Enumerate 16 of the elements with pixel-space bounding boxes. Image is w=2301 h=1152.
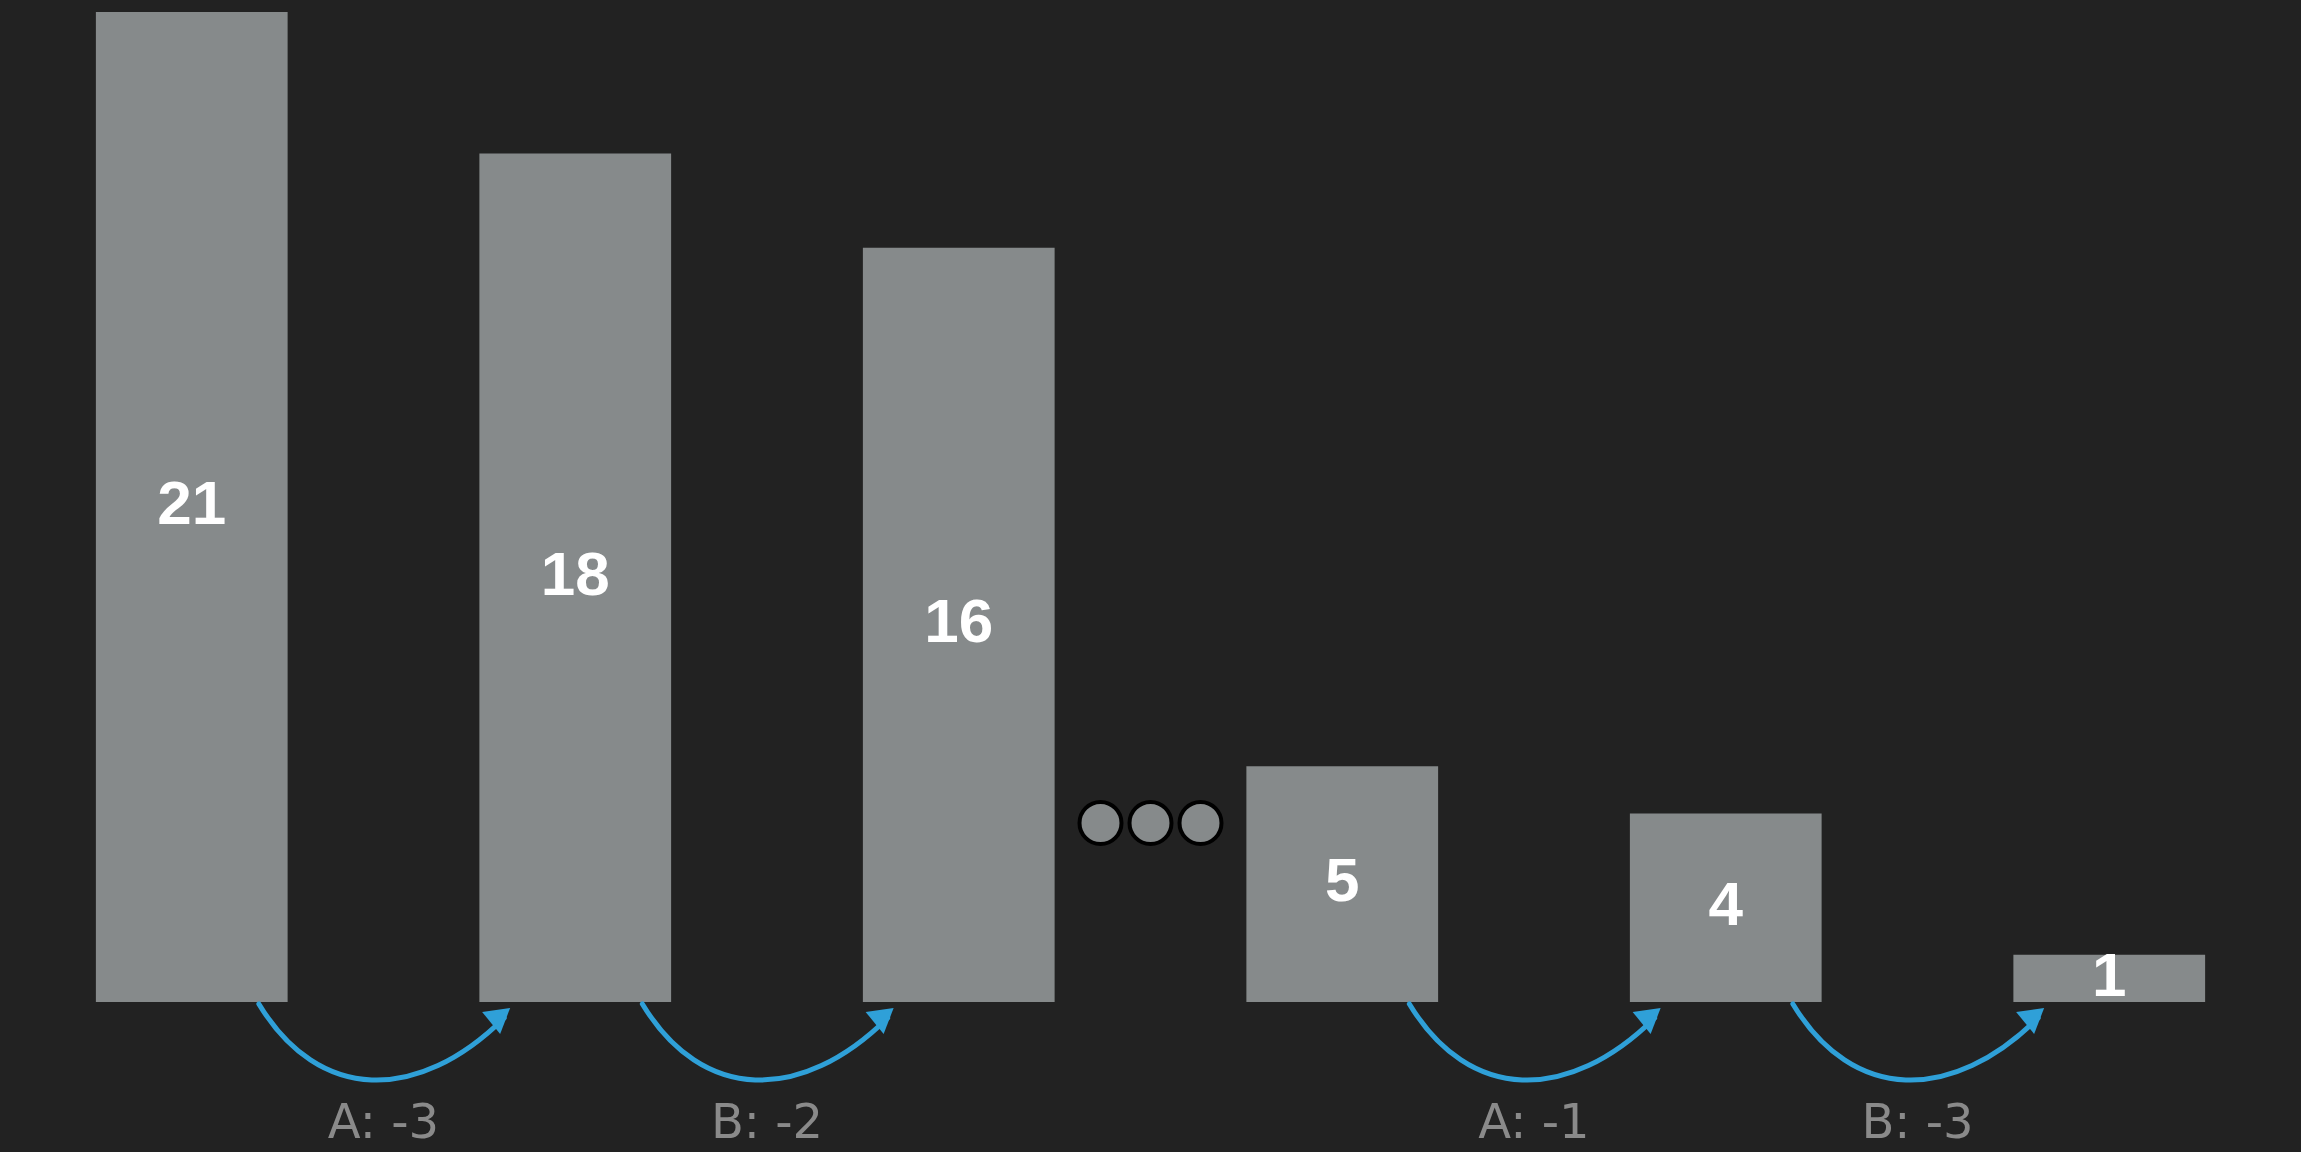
data-label: 5 bbox=[1325, 845, 1360, 915]
text: B: -2 bbox=[710, 1093, 824, 1150]
data-label: 1 bbox=[2092, 939, 2127, 1009]
bar bbox=[1246, 766, 1439, 1002]
data-label: 4 bbox=[1708, 868, 1744, 938]
text: A: -1 bbox=[1478, 1093, 1590, 1150]
text: A: -3 bbox=[327, 1093, 440, 1150]
bar bbox=[2013, 954, 2206, 1002]
bar bbox=[95, 12, 288, 1002]
bar bbox=[479, 153, 672, 1002]
data-label: 18 bbox=[540, 538, 610, 608]
bar bbox=[862, 247, 1055, 1002]
data-label: 21 bbox=[157, 468, 227, 538]
bar bbox=[1629, 813, 1822, 1002]
text: B: -3 bbox=[1861, 1093, 1974, 1150]
data-label: 16 bbox=[924, 585, 994, 655]
